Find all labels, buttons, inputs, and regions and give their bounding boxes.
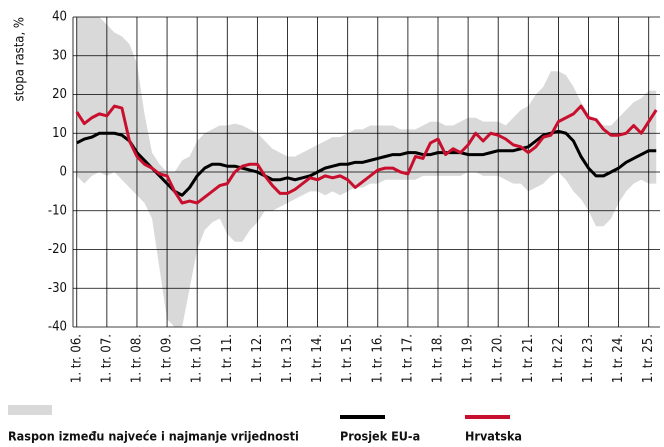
- x-tick-label: 1. tr. 25.: [641, 334, 656, 383]
- y-tick-label: -20: [48, 242, 67, 257]
- line-1: [75, 104, 658, 205]
- x-tick-label: 1. tr. 24.: [611, 334, 626, 383]
- x-tick-label: 1. tr. 13.: [280, 334, 295, 383]
- y-tick-label: 30: [52, 48, 67, 63]
- y-tick-label: -10: [48, 203, 67, 218]
- y-tick-label: 10: [52, 126, 67, 141]
- legend-label: Raspon između najveće i najmanje vrijedn…: [8, 429, 299, 444]
- x-tick-label: 1. tr. 20.: [491, 334, 506, 383]
- x-tick-label: 1. tr. 06.: [69, 334, 84, 383]
- legend-label: Prosjek EU-a: [340, 429, 420, 444]
- x-tick-label: 1. tr. 14.: [310, 334, 325, 383]
- y-axis-label: stopa rasta, %: [13, 17, 28, 102]
- x-tick-label: 1. tr. 23.: [581, 334, 596, 383]
- x-tick-label: 1. tr. 16.: [370, 334, 385, 383]
- x-tick-label: 1. tr. 17.: [400, 334, 415, 383]
- x-tick-label: 1. tr. 10.: [190, 334, 205, 383]
- legend-swatch-band: [8, 405, 52, 415]
- y-tick-label: 20: [52, 87, 67, 102]
- x-tick-label: 1. tr. 21.: [521, 334, 536, 383]
- y-tick-label: 0: [60, 165, 67, 180]
- x-tick-label: 1. tr. 22.: [551, 334, 566, 383]
- y-tick-label: 40: [52, 10, 67, 25]
- x-tick-label: 1. tr. 19.: [461, 334, 476, 383]
- x-tick-label: 1. tr. 15.: [340, 334, 355, 383]
- x-tick-label: 1. tr. 08.: [129, 334, 144, 383]
- y-tick-label: -30: [48, 281, 67, 296]
- x-tick-label: 1. tr. 18.: [430, 334, 445, 383]
- x-tick-label: 1. tr. 11.: [220, 334, 235, 383]
- x-tick-label: 1. tr. 09.: [160, 334, 175, 383]
- x-tick-label: 1. tr. 07.: [99, 334, 114, 383]
- legend-label: Hrvatska: [465, 429, 522, 444]
- x-tick-label: 1. tr. 12.: [250, 334, 265, 383]
- y-tick-label: -40: [48, 320, 67, 335]
